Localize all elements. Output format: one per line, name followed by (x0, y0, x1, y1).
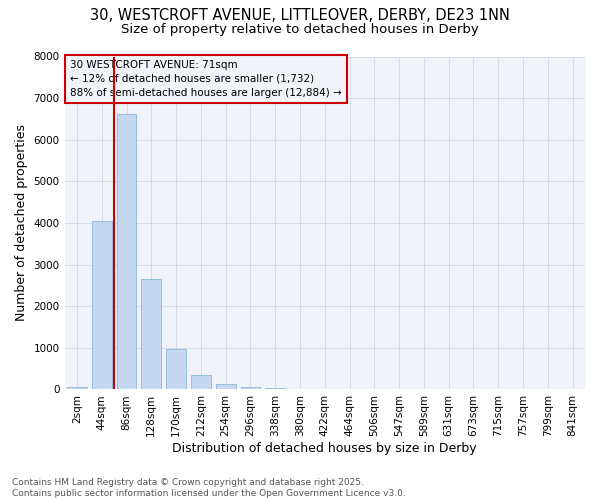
Bar (92, 221, 112, 390)
Text: 30 WESTCROFT AVENUE: 71sqm
← 12% of detached houses are smaller (1,732)
88% of s: 30 WESTCROFT AVENUE: 71sqm ← 12% of deta… (70, 60, 341, 98)
Bar (166, 349, 186, 390)
Y-axis label: Number of detached properties: Number of detached properties (15, 124, 28, 322)
Bar (216, 384, 236, 390)
Bar (191, 376, 211, 390)
Bar (67, 387, 87, 390)
Bar (241, 387, 260, 390)
Text: 30, WESTCROFT AVENUE, LITTLEOVER, DERBY, DE23 1NN: 30, WESTCROFT AVENUE, LITTLEOVER, DERBY,… (90, 8, 510, 22)
Text: Contains HM Land Registry data © Crown copyright and database right 2025.
Contai: Contains HM Land Registry data © Crown c… (12, 478, 406, 498)
Bar (265, 388, 285, 390)
X-axis label: Distribution of detached houses by size in Derby: Distribution of detached houses by size … (172, 442, 477, 455)
Text: Size of property relative to detached houses in Derby: Size of property relative to detached ho… (121, 22, 479, 36)
Bar (142, 279, 161, 390)
Bar (116, 114, 136, 390)
